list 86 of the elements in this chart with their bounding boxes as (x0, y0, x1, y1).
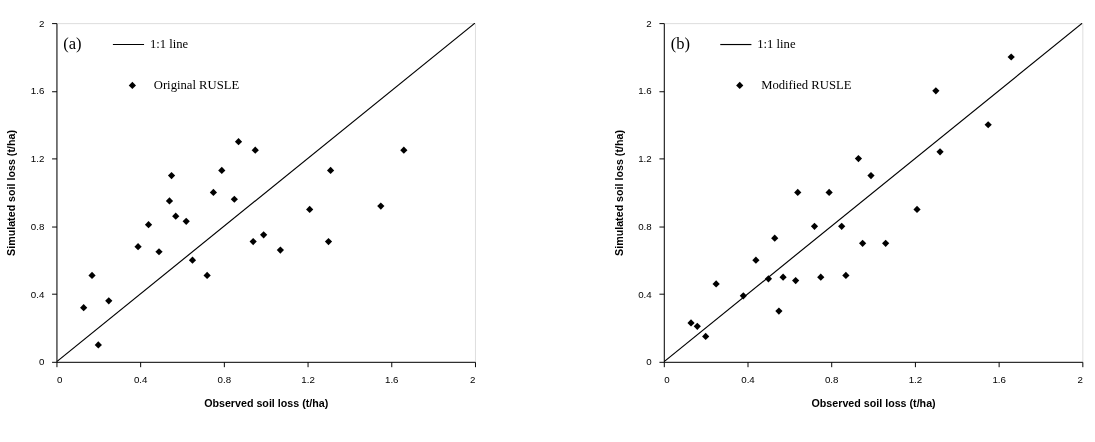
point (702, 332, 710, 341)
point (80, 304, 88, 312)
x-axis-title: Observed soil loss (t/ha) (811, 397, 937, 410)
legend-label: Modified RUSLE (761, 78, 852, 93)
point (842, 271, 850, 280)
point (144, 221, 153, 229)
point (209, 188, 218, 197)
x-tick-label: 2 (470, 373, 476, 385)
point (817, 273, 825, 281)
point (1007, 53, 1015, 61)
x-tick-label: 0 (56, 373, 63, 385)
point (377, 202, 385, 210)
point (230, 195, 238, 203)
point (260, 231, 268, 239)
y-tick-label: 2 (646, 17, 652, 29)
point (712, 280, 720, 288)
point (182, 217, 190, 225)
y-tick-label: 0.8 (638, 220, 652, 232)
x-tick-label: 1.2 (908, 373, 923, 385)
point (188, 256, 197, 264)
point (810, 222, 819, 230)
y-tick-label: 0.4 (30, 288, 45, 300)
y-axis-title: Simulated soil loss (t/ha) (5, 129, 18, 256)
y-tick-label: 0 (646, 356, 653, 368)
y-tick-label: 1.6 (30, 85, 45, 97)
point (775, 307, 783, 315)
x-tick-label: 0.8 (217, 373, 232, 385)
x-tick-label: 0.4 (133, 373, 148, 385)
point (936, 148, 944, 156)
point (752, 256, 760, 264)
point (779, 273, 787, 281)
point (251, 146, 259, 154)
x-tick-label: 1.2 (301, 373, 315, 385)
point (94, 341, 102, 349)
point (867, 171, 875, 180)
legend-label: 1:1 line (149, 37, 189, 52)
point (155, 248, 163, 256)
y-tick-label: 0.4 (638, 288, 653, 300)
y-tick-label: 1.2 (638, 153, 652, 165)
x-tick-label: 0.8 (824, 373, 839, 385)
y-axis-title: Simulated soil loss (t/ha) (612, 129, 625, 256)
point (165, 197, 174, 205)
x-axis-title: Observed soil loss (t/ha) (204, 397, 329, 410)
x-tick-label: 1.6 (992, 373, 1006, 385)
x-tick-label: 0 (664, 373, 671, 385)
point (326, 166, 335, 175)
point (249, 237, 257, 246)
y-tick-label: 2 (38, 17, 45, 29)
point (739, 292, 747, 300)
annotation: (a) (63, 34, 82, 54)
point (324, 237, 333, 246)
point (218, 166, 226, 175)
point (400, 146, 408, 154)
point (771, 234, 779, 242)
point (913, 205, 921, 214)
point (134, 243, 142, 251)
point (838, 222, 846, 230)
point (203, 271, 211, 280)
point (276, 246, 284, 254)
point (859, 239, 867, 247)
point (882, 239, 890, 247)
x-tick-label: 0.4 (741, 373, 756, 385)
y-tick-label: 1.6 (638, 85, 652, 97)
point (167, 171, 176, 180)
point (794, 188, 802, 197)
point (932, 87, 940, 95)
x-tick-label: 1.6 (385, 373, 399, 385)
point (687, 319, 695, 327)
point (764, 275, 773, 283)
annotation: (b) (670, 34, 690, 54)
point (854, 155, 863, 163)
y-tick-label: 0.8 (30, 220, 45, 232)
x-tick-label: 2 (1077, 373, 1083, 385)
point (984, 121, 992, 129)
point (792, 276, 800, 285)
point (693, 322, 701, 330)
point (88, 271, 96, 280)
y-tick-label: 1.2 (30, 153, 45, 165)
point (306, 205, 314, 214)
point (172, 212, 180, 220)
legend-label: Original RUSLE (153, 78, 240, 93)
y-tick-label: 0 (38, 356, 45, 368)
point (105, 297, 113, 305)
point (234, 138, 243, 146)
point (825, 188, 833, 197)
legend-label: 1:1 line (757, 37, 796, 52)
